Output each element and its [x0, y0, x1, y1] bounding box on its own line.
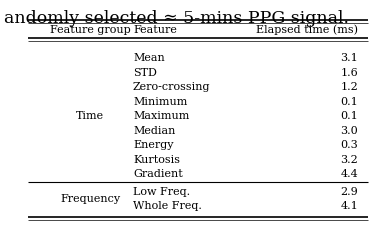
Text: Whole Freq.: Whole Freq. [133, 201, 202, 211]
Text: Zero-crossing: Zero-crossing [133, 82, 211, 92]
Text: Time: Time [76, 111, 104, 121]
Text: Energy: Energy [133, 140, 173, 150]
Text: Elapsed time (ms): Elapsed time (ms) [256, 25, 358, 35]
Text: 2.9: 2.9 [340, 187, 358, 197]
Text: Minimum: Minimum [133, 97, 187, 107]
Text: 4.1: 4.1 [340, 201, 358, 211]
Text: 0.3: 0.3 [340, 140, 358, 150]
Text: Feature group: Feature group [50, 25, 130, 35]
Text: Feature: Feature [133, 25, 177, 35]
Text: 4.4: 4.4 [340, 169, 358, 179]
Text: 0.1: 0.1 [340, 111, 358, 121]
Text: Median: Median [133, 126, 175, 136]
Text: andomly selected ≈ 5-mins PPG signal.: andomly selected ≈ 5-mins PPG signal. [4, 10, 349, 27]
Text: 3.0: 3.0 [340, 126, 358, 136]
Text: Gradient: Gradient [133, 169, 183, 179]
Text: 0.1: 0.1 [340, 97, 358, 107]
Text: Frequency: Frequency [60, 194, 120, 204]
Text: Mean: Mean [133, 53, 165, 63]
Text: 1.2: 1.2 [340, 82, 358, 92]
Text: Maximum: Maximum [133, 111, 190, 121]
Text: 3.2: 3.2 [340, 155, 358, 165]
Text: Low Freq.: Low Freq. [133, 187, 190, 197]
Text: 1.6: 1.6 [340, 68, 358, 78]
Text: STD: STD [133, 68, 157, 78]
Text: 3.1: 3.1 [340, 53, 358, 63]
Text: Kurtosis: Kurtosis [133, 155, 180, 165]
